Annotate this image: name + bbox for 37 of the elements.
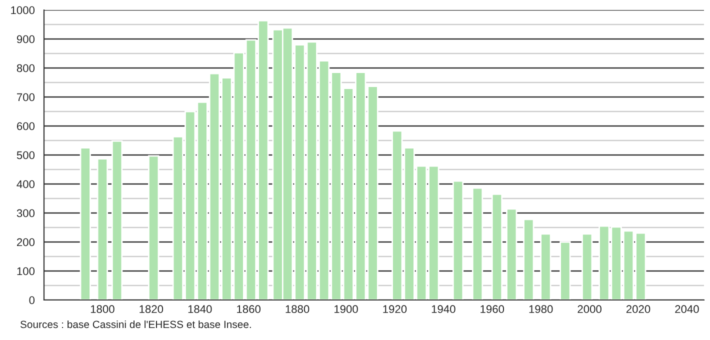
y-tick-label: 200 (16, 238, 35, 246)
y-tick-label: 800 (16, 64, 35, 72)
bar (540, 233, 552, 300)
bar (523, 218, 534, 300)
bar (472, 187, 484, 300)
y-tick-label: 900 (16, 35, 35, 44)
source-note: Sources : base Cassini de l'EHESS et base Insee. (20, 320, 251, 328)
bar (560, 241, 571, 300)
y-tick-label: 100 (17, 267, 35, 276)
bar (491, 193, 503, 300)
x-tick-label: 1940 (432, 305, 456, 314)
y-tick-label: 1000 (11, 6, 35, 14)
x-tick-label: 1920 (383, 305, 407, 314)
x-tick-label: 1900 (334, 305, 358, 314)
x-tick-label: 1840 (188, 305, 212, 314)
bar (111, 140, 123, 300)
x-tick-label: 1820 (140, 305, 164, 314)
bar (506, 208, 518, 300)
y-tick-label: 400 (16, 180, 35, 188)
y-tick-label: 600 (17, 122, 35, 130)
bar (582, 233, 593, 300)
x-tick-label: 1860 (237, 305, 260, 314)
x-tick-label: 1880 (286, 305, 310, 314)
bar (452, 180, 464, 300)
y-tick-label: 0 (29, 296, 35, 304)
x-tick-label: 1800 (90, 305, 114, 314)
x-tick-label: 1960 (480, 305, 504, 314)
x-tick-label: 2040 (675, 305, 699, 314)
x-tick-label: 1980 (529, 305, 553, 314)
bar (148, 155, 160, 300)
x-tick-label: 2000 (578, 305, 602, 314)
bar (80, 147, 91, 300)
y-tick-label: 700 (17, 93, 35, 102)
y-tick-label: 300 (16, 209, 35, 218)
x-tick-label: 2020 (626, 305, 650, 314)
bar (96, 158, 108, 300)
y-tick-label: 500 (16, 151, 35, 160)
